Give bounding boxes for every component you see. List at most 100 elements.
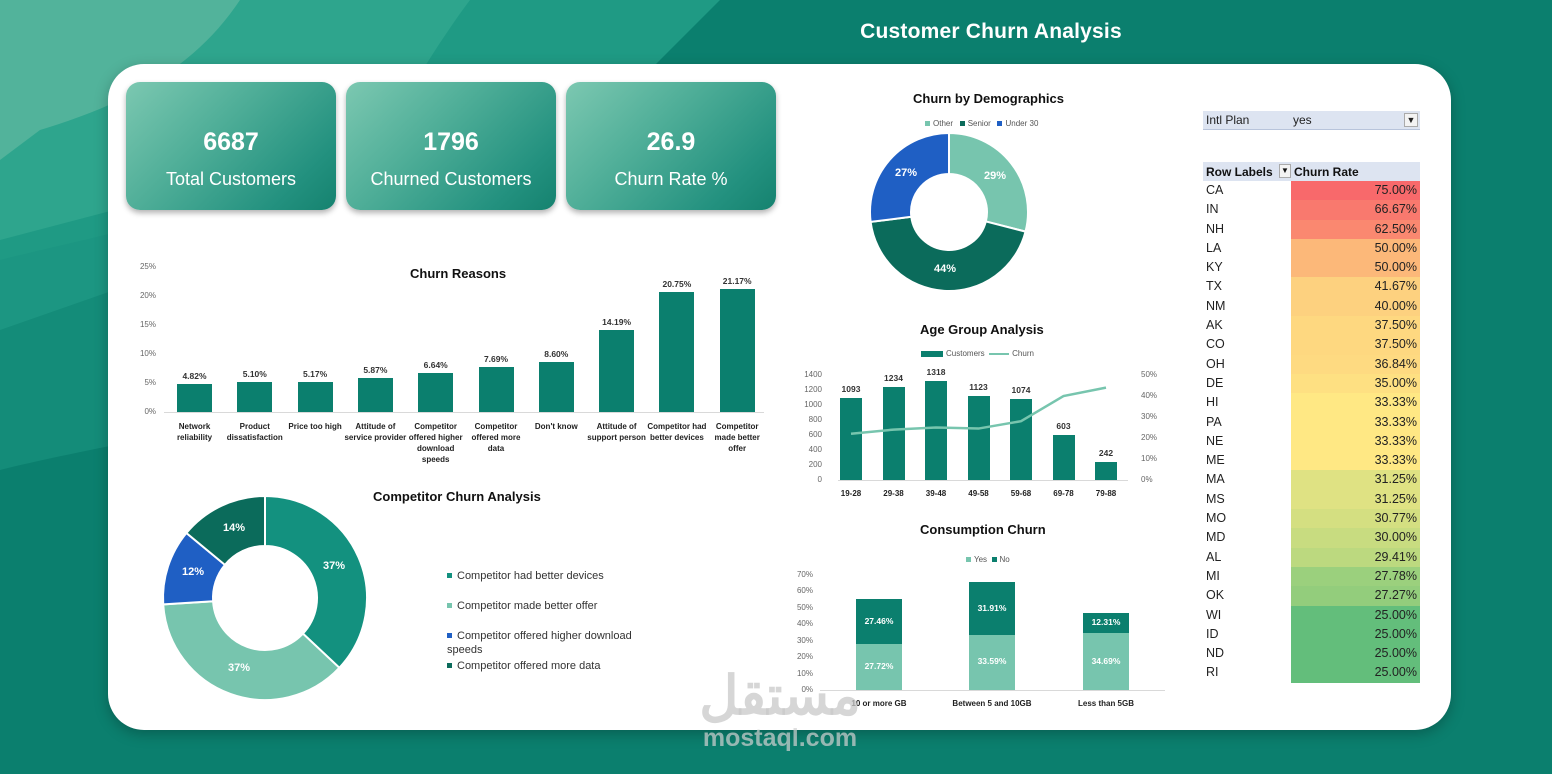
pivot-row: MA 31.25% (1203, 470, 1420, 490)
pivot-row: IN 66.67% (1203, 200, 1420, 220)
pivot-row: ME 33.33% (1203, 451, 1420, 471)
legend-item: Competitor had better devices (447, 569, 604, 583)
bar (418, 373, 454, 412)
churn-rate-cell: 50.00% (1291, 238, 1420, 259)
competitor-donut (162, 494, 368, 701)
bar (840, 398, 862, 480)
state-label: OH (1206, 356, 1225, 371)
state-label: AK (1206, 318, 1223, 333)
churn-rate-cell: 66.67% (1291, 200, 1420, 220)
churn-rate-cell: 25.00% (1291, 663, 1420, 683)
state-label: ID (1206, 626, 1219, 641)
kpi-churn-rate: 26.9 Churn Rate % (566, 82, 776, 210)
category-label: 29-38 (883, 489, 904, 498)
state-label: KY (1206, 260, 1223, 275)
y-tick: 15% (139, 320, 156, 329)
intl-plan-filter[interactable]: Intl Plan yes ▼ (1203, 111, 1420, 130)
pivot-row: CA 75.00% (1203, 181, 1420, 201)
pivot-row: TX 41.67% (1203, 277, 1420, 297)
bar (719, 289, 755, 412)
bar-no (969, 582, 1015, 635)
y-tick: 30% (796, 635, 813, 645)
legend-swatch (447, 632, 452, 638)
state-label: MS (1206, 491, 1225, 506)
churn-rate-cell: 25.00% (1291, 605, 1420, 625)
y-tick: 40% (796, 619, 813, 629)
pivot-table: Row Labels ▼ Churn Rate CA 75.00% IN 66.67%… (1203, 162, 1420, 683)
churn-rate-cell: 31.25% (1291, 489, 1420, 510)
y-tick: 0% (144, 407, 156, 416)
state-label: OK (1206, 588, 1225, 603)
pivot-header: Row Labels ▼ Churn Rate (1203, 162, 1420, 181)
category-label: 10 or more GB (851, 699, 907, 708)
state-label: LA (1206, 240, 1222, 255)
data-label: 21.17% (722, 276, 752, 287)
churn-rate-cell: 36.84% (1291, 354, 1420, 374)
donut-slice (184, 494, 267, 567)
category-label: 39-48 (925, 489, 947, 498)
filter-icon[interactable]: ▼ (1279, 164, 1291, 178)
churn-rate-cell: 30.00% (1291, 528, 1420, 548)
chart-legend: Other Senior Under 30 (925, 119, 1038, 128)
category-label: 69-78 (1053, 489, 1074, 498)
churn-rate-cell: 25.00% (1291, 644, 1420, 664)
slice-label: 27% (895, 167, 918, 179)
category-label: 49-58 (968, 489, 989, 498)
bar-yes (856, 644, 902, 690)
churn-rate-cell: 27.78% (1291, 566, 1420, 587)
data-label: 34.69% (1091, 655, 1121, 666)
churn-rate-cell: 40.00% (1291, 296, 1420, 317)
churn-rate-cell: 29.41% (1291, 547, 1420, 567)
category-label: Between 5 and 10GB (952, 699, 1032, 708)
chart-title: Consumption Churn (920, 522, 1046, 537)
y-tick: 1000 (804, 400, 822, 409)
state-label: CA (1206, 183, 1224, 197)
bar (237, 382, 273, 412)
category-label: 19-28 (840, 489, 862, 498)
state-label: MD (1206, 530, 1226, 545)
demographics-donut (869, 131, 1029, 292)
category-label: Less than 5GB (1077, 699, 1134, 708)
data-label: 1093 (841, 384, 861, 395)
category-label: Attitude of service provider (344, 422, 407, 442)
category-label: Competitor offered more data (471, 422, 521, 453)
pivot-row: MS 31.25% (1203, 489, 1420, 510)
legend-swatch (447, 572, 452, 578)
churn-rate-cell: 25.00% (1291, 624, 1420, 645)
donut-slice (869, 215, 1027, 292)
kpi-value: 1796 (423, 128, 479, 156)
state-label: AL (1206, 549, 1222, 564)
state-label: CO (1206, 337, 1225, 352)
churn-rate-cell: 37.50% (1291, 316, 1420, 336)
pivot-row: OK 27.27% (1203, 586, 1420, 606)
kpi-value: 6687 (203, 128, 259, 156)
chart-title: Churn by Demographics (913, 91, 1064, 106)
legend-swatch (447, 602, 452, 608)
x-axis (820, 690, 1165, 691)
state-label: TX (1206, 279, 1222, 294)
churn-rate-cell: 37.50% (1291, 335, 1420, 355)
y-tick: 400 (808, 445, 822, 454)
state-label: WI (1206, 607, 1222, 622)
bar-no (1083, 612, 1129, 633)
data-label: 242 (1098, 447, 1114, 458)
y-tick: 10% (796, 668, 813, 678)
pivot-row: DE 35.00% (1203, 373, 1420, 394)
data-label: 1234 (884, 373, 903, 384)
y-tick: 1400 (804, 370, 822, 379)
data-label: 1318 (926, 367, 946, 378)
pivot-row: RI 25.00% (1203, 663, 1420, 683)
donut-slice (264, 494, 368, 670)
churn-rate-header: Churn Rate (1294, 165, 1359, 179)
slice-label: 14% (223, 522, 246, 534)
slice-label: 29% (984, 170, 1007, 182)
data-label: 27.72% (864, 661, 894, 672)
filter-icon[interactable]: ▼ (1404, 113, 1418, 127)
y-tick: 200 (808, 460, 822, 469)
churn-rate-cell: 35.00% (1291, 373, 1420, 394)
bar (297, 382, 333, 412)
state-label: MO (1206, 511, 1227, 526)
pivot-row: MD 30.00% (1203, 528, 1420, 548)
pivot-row: WI 25.00% (1203, 605, 1420, 625)
kpi-churned-customers: 1796 Churned Customers (346, 82, 556, 210)
